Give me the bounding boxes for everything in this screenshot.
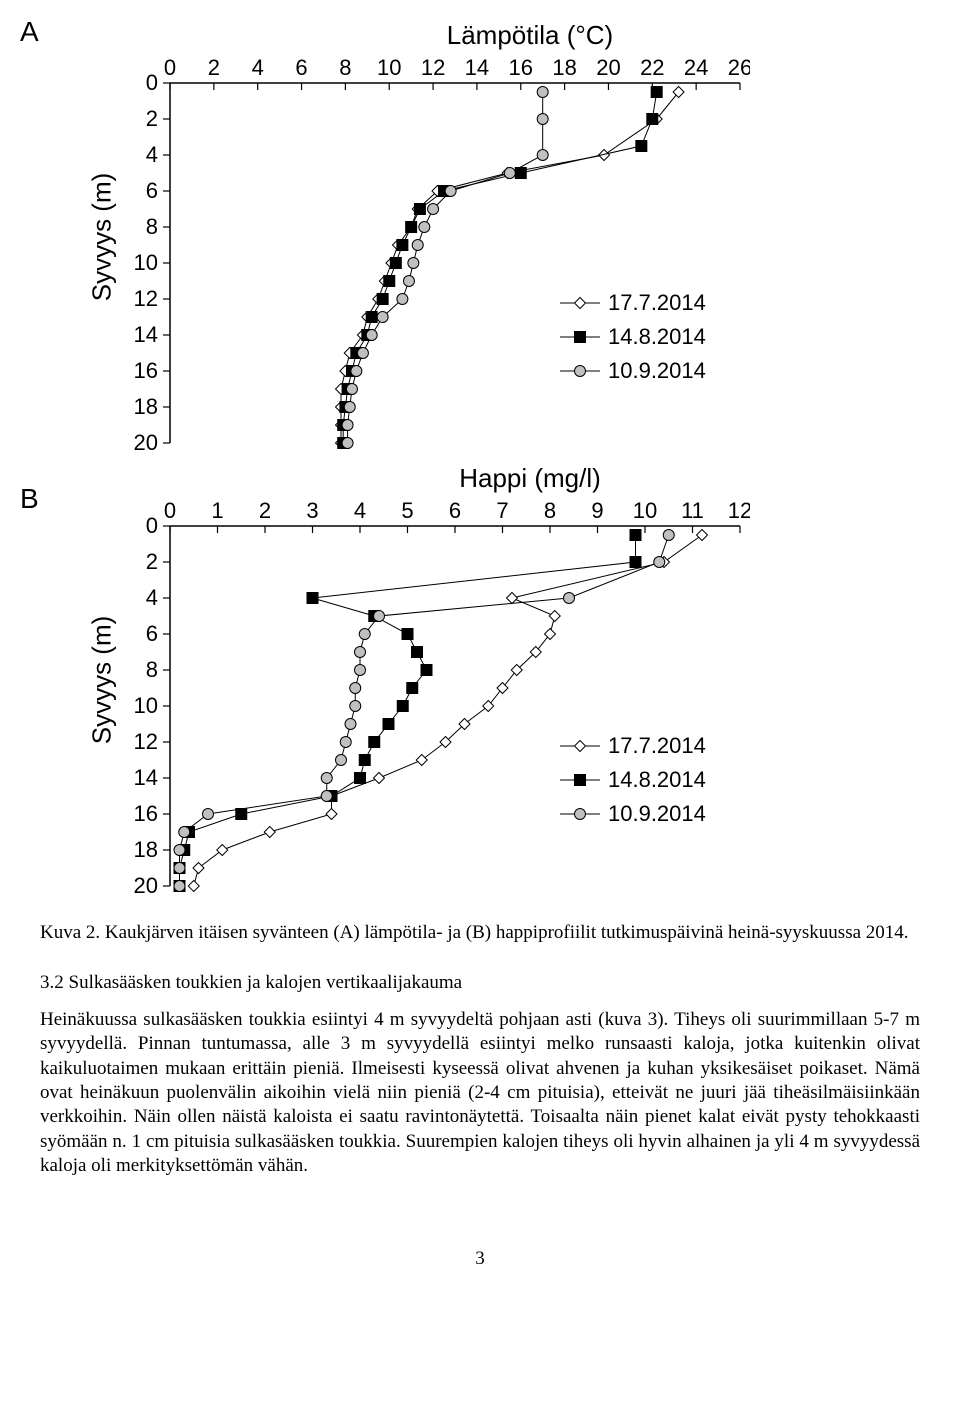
svg-text:10: 10: [633, 498, 657, 523]
svg-text:0: 0: [146, 70, 158, 95]
svg-text:22: 22: [640, 55, 664, 80]
svg-text:8: 8: [544, 498, 556, 523]
svg-text:20: 20: [596, 55, 620, 80]
svg-text:10.9.2014: 10.9.2014: [608, 358, 706, 383]
svg-text:2: 2: [146, 549, 158, 574]
svg-text:24: 24: [684, 55, 708, 80]
svg-text:8: 8: [339, 55, 351, 80]
svg-text:16: 16: [134, 358, 158, 383]
svg-text:4: 4: [354, 498, 366, 523]
page-number: 3: [20, 1248, 940, 1270]
chart-b-title: Happi (mg/l): [120, 463, 940, 494]
figure-caption: Kuva 2. Kaukjärven itäisen syvänteen (A)…: [40, 922, 920, 944]
svg-text:8: 8: [146, 214, 158, 239]
chart-b-area: Happi (mg/l) Syvyys (m) 0123456789101112…: [120, 463, 940, 896]
svg-text:12: 12: [421, 55, 445, 80]
svg-text:10.9.2014: 10.9.2014: [608, 801, 706, 826]
svg-text:1: 1: [211, 498, 223, 523]
svg-text:10: 10: [134, 693, 158, 718]
svg-text:10: 10: [134, 250, 158, 275]
svg-text:6: 6: [449, 498, 461, 523]
svg-text:12: 12: [728, 498, 750, 523]
svg-text:8: 8: [146, 657, 158, 682]
svg-text:20: 20: [134, 873, 158, 896]
chart-b: B Happi (mg/l) Syvyys (m) 01234567891011…: [20, 463, 940, 896]
svg-text:20: 20: [134, 430, 158, 453]
svg-text:0: 0: [164, 55, 176, 80]
svg-text:7: 7: [496, 498, 508, 523]
svg-text:14.8.2014: 14.8.2014: [608, 767, 706, 792]
svg-text:2: 2: [146, 106, 158, 131]
svg-text:14: 14: [465, 55, 489, 80]
svg-text:6: 6: [146, 178, 158, 203]
svg-text:14.8.2014: 14.8.2014: [608, 324, 706, 349]
svg-text:18: 18: [134, 837, 158, 862]
svg-text:2: 2: [259, 498, 271, 523]
chart-a-svg: 0246810121416182022242602468101214161820…: [120, 53, 750, 453]
chart-b-svg: 01234567891011120246810121416182017.7.20…: [120, 496, 750, 896]
svg-text:17.7.2014: 17.7.2014: [608, 733, 706, 758]
svg-text:12: 12: [134, 286, 158, 311]
panel-letter-b: B: [20, 483, 39, 515]
svg-text:4: 4: [252, 55, 264, 80]
svg-text:17.7.2014: 17.7.2014: [608, 290, 706, 315]
svg-text:11: 11: [681, 498, 704, 523]
svg-text:16: 16: [134, 801, 158, 826]
chart-a-area: Lämpötila (°C) Syvyys (m) 02468101214161…: [120, 20, 940, 453]
svg-text:0: 0: [146, 513, 158, 538]
svg-text:4: 4: [146, 585, 158, 610]
chart-b-ylabel: Syvyys (m): [87, 615, 118, 744]
svg-text:16: 16: [509, 55, 533, 80]
svg-text:14: 14: [134, 765, 158, 790]
svg-text:0: 0: [164, 498, 176, 523]
svg-text:5: 5: [401, 498, 413, 523]
svg-text:12: 12: [134, 729, 158, 754]
body-paragraph: Heinäkuussa sulkasääsken toukkia esiinty…: [40, 1008, 920, 1178]
svg-text:9: 9: [591, 498, 603, 523]
svg-text:3: 3: [306, 498, 318, 523]
chart-a-ylabel: Syvyys (m): [87, 172, 118, 301]
chart-a: A Lämpötila (°C) Syvyys (m) 024681012141…: [20, 20, 940, 453]
svg-text:18: 18: [134, 394, 158, 419]
section-heading: 3.2 Sulkasääsken toukkien ja kalojen ver…: [40, 972, 920, 994]
chart-a-title: Lämpötila (°C): [120, 20, 940, 51]
svg-text:18: 18: [552, 55, 576, 80]
svg-text:26: 26: [728, 55, 750, 80]
svg-text:10: 10: [377, 55, 401, 80]
svg-text:2: 2: [208, 55, 220, 80]
panel-letter-a: A: [20, 16, 39, 48]
svg-text:14: 14: [134, 322, 158, 347]
svg-text:6: 6: [146, 621, 158, 646]
svg-text:4: 4: [146, 142, 158, 167]
svg-text:6: 6: [295, 55, 307, 80]
